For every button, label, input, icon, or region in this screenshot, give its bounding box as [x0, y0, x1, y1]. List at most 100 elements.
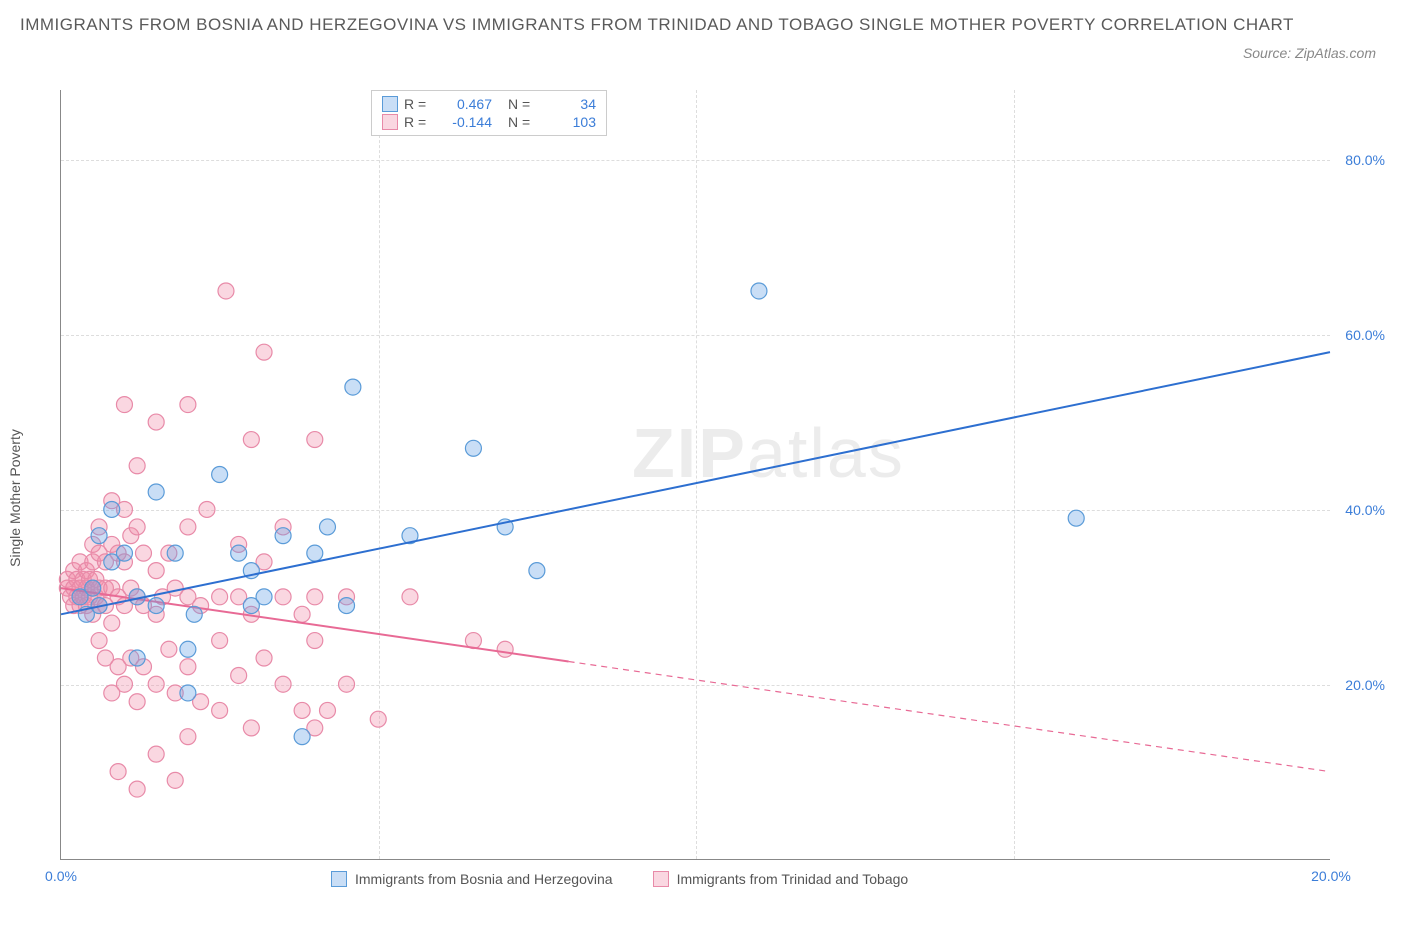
data-point [243, 432, 259, 448]
data-point [91, 528, 107, 544]
data-point [148, 746, 164, 762]
data-point [212, 589, 228, 605]
y-tick-label: 60.0% [1345, 327, 1385, 343]
data-point [186, 606, 202, 622]
data-point [212, 633, 228, 649]
data-point [256, 344, 272, 360]
correlation-legend-box: R = 0.467 N = 34 R = -0.144 N = 103 [371, 90, 607, 136]
data-point [294, 702, 310, 718]
legend-n-label: N = [508, 114, 540, 130]
data-point [212, 702, 228, 718]
series-legend-item: Immigrants from Bosnia and Herzegovina [331, 871, 613, 887]
data-point [402, 589, 418, 605]
data-point [345, 379, 361, 395]
data-point [199, 501, 215, 517]
data-point [294, 606, 310, 622]
data-point [465, 440, 481, 456]
data-point [180, 659, 196, 675]
data-point [275, 528, 291, 544]
data-point [116, 397, 132, 413]
legend-r-label: R = [404, 114, 436, 130]
data-point [256, 650, 272, 666]
data-point [1068, 510, 1084, 526]
data-point [751, 283, 767, 299]
data-point [275, 676, 291, 692]
legend-swatch [382, 96, 398, 112]
legend-r-label: R = [404, 96, 436, 112]
regression-line-dashed [569, 662, 1330, 772]
data-point [231, 667, 247, 683]
data-point [339, 676, 355, 692]
chart-title: IMMIGRANTS FROM BOSNIA AND HERZEGOVINA V… [20, 10, 1386, 41]
data-point [148, 676, 164, 692]
data-point [161, 641, 177, 657]
data-point [104, 501, 120, 517]
series-legend: Immigrants from Bosnia and Herzegovina Im… [331, 871, 908, 887]
data-point [148, 414, 164, 430]
data-point [148, 598, 164, 614]
data-point [180, 641, 196, 657]
data-point [148, 484, 164, 500]
data-point [218, 283, 234, 299]
data-point [294, 729, 310, 745]
data-point [180, 519, 196, 535]
data-point [129, 650, 145, 666]
chart-container: Single Mother Poverty ZIPatlas R =0.467N… [45, 90, 1385, 890]
legend-r-value: -0.144 [442, 114, 492, 130]
y-tick-label: 20.0% [1345, 677, 1385, 693]
data-point [180, 729, 196, 745]
data-point [129, 781, 145, 797]
data-point [167, 545, 183, 561]
legend-row: R = -0.144 N = 103 [382, 113, 596, 131]
x-tick-label: 0.0% [45, 868, 77, 884]
data-point [307, 432, 323, 448]
legend-swatch [653, 871, 669, 887]
series-name: Immigrants from Trinidad and Tobago [677, 871, 909, 887]
data-point [104, 615, 120, 631]
y-tick-label: 40.0% [1345, 502, 1385, 518]
data-point [129, 694, 145, 710]
data-point [167, 772, 183, 788]
data-point [85, 580, 101, 596]
data-point [256, 589, 272, 605]
data-point [129, 458, 145, 474]
data-point [148, 563, 164, 579]
data-point [116, 676, 132, 692]
legend-swatch [331, 871, 347, 887]
plot-area: ZIPatlas R =0.467N =34R =-0.144N =103 Im… [60, 90, 1330, 860]
data-point [180, 397, 196, 413]
y-axis-label: Single Mother Poverty [7, 429, 23, 567]
data-point [275, 589, 291, 605]
data-point [180, 685, 196, 701]
source-label: Source: ZipAtlas.com [1243, 45, 1376, 61]
data-point [307, 589, 323, 605]
data-point [116, 545, 132, 561]
legend-row: R = 0.467 N = 34 [382, 95, 596, 113]
scatter-plot-svg [61, 90, 1330, 859]
data-point [370, 711, 386, 727]
data-point [91, 633, 107, 649]
data-point [319, 702, 335, 718]
data-point [307, 633, 323, 649]
legend-n-label: N = [508, 96, 540, 112]
regression-line-solid [61, 352, 1330, 614]
data-point [110, 764, 126, 780]
data-point [212, 467, 228, 483]
y-tick-label: 80.0% [1345, 152, 1385, 168]
legend-swatch [382, 114, 398, 130]
data-point [135, 545, 151, 561]
legend-n-value: 103 [546, 114, 596, 130]
x-tick-label: 20.0% [1311, 868, 1351, 884]
data-point [129, 519, 145, 535]
data-point [339, 598, 355, 614]
legend-n-value: 34 [546, 96, 596, 112]
data-point [243, 720, 259, 736]
data-point [307, 545, 323, 561]
data-point [529, 563, 545, 579]
series-name: Immigrants from Bosnia and Herzegovina [355, 871, 613, 887]
data-point [497, 641, 513, 657]
series-legend-item: Immigrants from Trinidad and Tobago [653, 871, 909, 887]
data-point [319, 519, 335, 535]
data-point [231, 545, 247, 561]
legend-r-value: 0.467 [442, 96, 492, 112]
